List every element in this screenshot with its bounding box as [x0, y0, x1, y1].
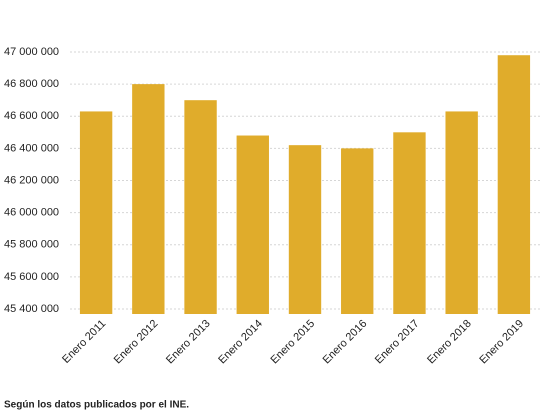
bar — [236, 135, 269, 314]
x-tick-label: Enero 2017 — [373, 318, 422, 367]
y-tick-label: 45 800 000 — [4, 239, 59, 251]
x-tick-label: Enero 2014 — [216, 318, 265, 367]
x-tick-label: Enero 2011 — [60, 318, 108, 366]
bar — [184, 100, 217, 314]
source-note: Según los datos publicados por el INE. — [4, 400, 189, 411]
y-tick-label: 46 400 000 — [4, 142, 59, 154]
y-tick-label: 45 600 000 — [4, 271, 59, 283]
x-tick-label: Enero 2016 — [321, 318, 370, 367]
y-tick-label: 46 000 000 — [4, 207, 59, 219]
y-tick-label: 46 600 000 — [4, 110, 59, 122]
bar — [79, 111, 113, 315]
y-tick-label: 47 000 000 — [4, 46, 59, 58]
bar — [288, 145, 322, 314]
x-tick-label: Enero 2013 — [164, 318, 213, 367]
bar — [445, 111, 478, 315]
x-tick-label: Enero 2019 — [477, 318, 526, 367]
x-tick-label: Enero 2018 — [425, 318, 474, 367]
bar — [393, 132, 426, 314]
y-tick-label: 45 400 000 — [4, 303, 59, 315]
y-tick-label: 46 200 000 — [4, 174, 59, 186]
bar — [132, 84, 165, 314]
bar — [497, 55, 531, 315]
bar — [341, 148, 374, 314]
y-tick-label: 46 800 000 — [4, 78, 59, 90]
x-tick-label: Enero 2015 — [268, 318, 317, 367]
x-tick-label: Enero 2012 — [112, 318, 161, 367]
